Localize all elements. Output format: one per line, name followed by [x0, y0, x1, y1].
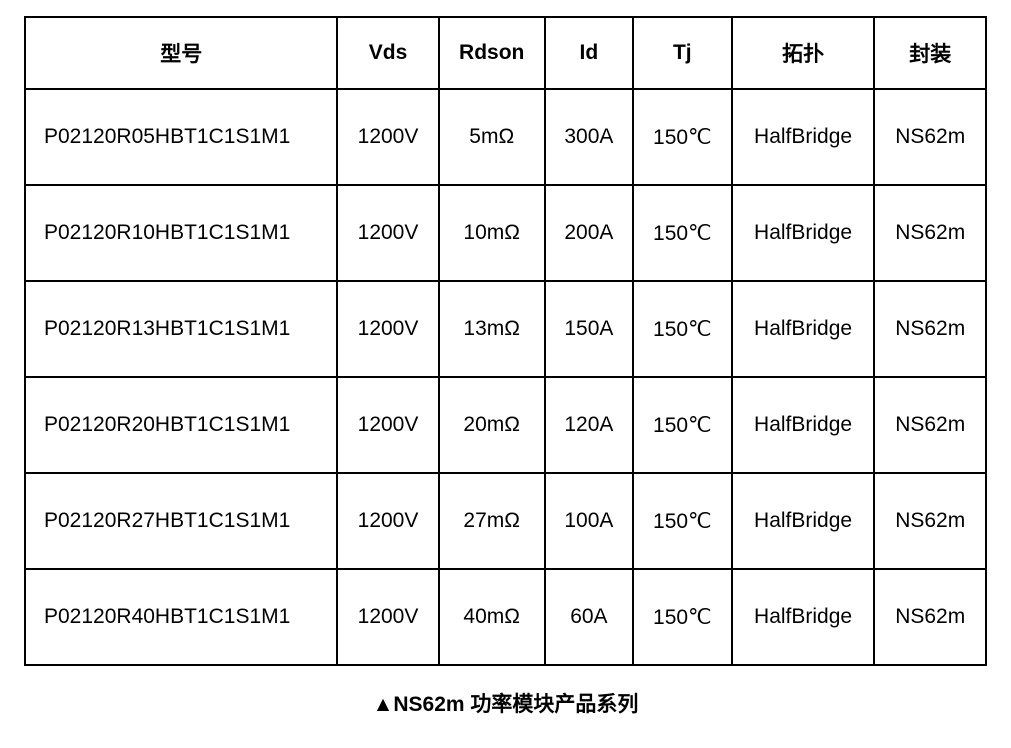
cell-package: NS62m: [874, 281, 986, 377]
cell-id: 200A: [545, 185, 633, 281]
cell-rdson: 27mΩ: [439, 473, 545, 569]
cell-topo: HalfBridge: [732, 377, 875, 473]
cell-rdson: 10mΩ: [439, 185, 545, 281]
cell-model: P02120R05HBT1C1S1M1: [25, 89, 337, 185]
cell-rdson: 13mΩ: [439, 281, 545, 377]
cell-model: P02120R13HBT1C1S1M1: [25, 281, 337, 377]
cell-package: NS62m: [874, 89, 986, 185]
cell-package: NS62m: [874, 569, 986, 665]
cell-tj: 150℃: [633, 569, 732, 665]
cell-vds: 1200V: [337, 377, 438, 473]
cell-tj: 150℃: [633, 281, 732, 377]
cell-vds: 1200V: [337, 473, 438, 569]
cell-rdson: 20mΩ: [439, 377, 545, 473]
cell-package: NS62m: [874, 185, 986, 281]
cell-vds: 1200V: [337, 185, 438, 281]
col-header-topo: 拓扑: [732, 17, 875, 89]
cell-topo: HalfBridge: [732, 89, 875, 185]
table-row: P02120R27HBT1C1S1M1 1200V 27mΩ 100A 150℃…: [25, 473, 986, 569]
cell-topo: HalfBridge: [732, 281, 875, 377]
col-header-tj: Tj: [633, 17, 732, 89]
cell-vds: 1200V: [337, 569, 438, 665]
cell-topo: HalfBridge: [732, 569, 875, 665]
cell-package: NS62m: [874, 377, 986, 473]
table-row: P02120R05HBT1C1S1M1 1200V 5mΩ 300A 150℃ …: [25, 89, 986, 185]
cell-id: 120A: [545, 377, 633, 473]
cell-tj: 150℃: [633, 377, 732, 473]
cell-vds: 1200V: [337, 281, 438, 377]
col-header-rdson: Rdson: [439, 17, 545, 89]
cell-model: P02120R20HBT1C1S1M1: [25, 377, 337, 473]
cell-tj: 150℃: [633, 473, 732, 569]
cell-topo: HalfBridge: [732, 473, 875, 569]
cell-topo: HalfBridge: [732, 185, 875, 281]
table-row: P02120R13HBT1C1S1M1 1200V 13mΩ 150A 150℃…: [25, 281, 986, 377]
cell-id: 60A: [545, 569, 633, 665]
cell-tj: 150℃: [633, 185, 732, 281]
cell-tj: 150℃: [633, 89, 732, 185]
cell-rdson: 5mΩ: [439, 89, 545, 185]
col-header-package: 封装: [874, 17, 986, 89]
col-header-id: Id: [545, 17, 633, 89]
table-row: P02120R10HBT1C1S1M1 1200V 10mΩ 200A 150℃…: [25, 185, 986, 281]
cell-id: 300A: [545, 89, 633, 185]
col-header-model: 型号: [25, 17, 337, 89]
cell-model: P02120R27HBT1C1S1M1: [25, 473, 337, 569]
cell-id: 100A: [545, 473, 633, 569]
cell-id: 150A: [545, 281, 633, 377]
col-header-vds: Vds: [337, 17, 438, 89]
cell-rdson: 40mΩ: [439, 569, 545, 665]
cell-vds: 1200V: [337, 89, 438, 185]
table-row: P02120R40HBT1C1S1M1 1200V 40mΩ 60A 150℃ …: [25, 569, 986, 665]
table-header-row: 型号 Vds Rdson Id Tj 拓扑 封装: [25, 17, 986, 89]
cell-package: NS62m: [874, 473, 986, 569]
product-table: 型号 Vds Rdson Id Tj 拓扑 封装 P02120R05HBT1C1…: [24, 16, 987, 666]
cell-model: P02120R40HBT1C1S1M1: [25, 569, 337, 665]
cell-model: P02120R10HBT1C1S1M1: [25, 185, 337, 281]
table-caption: ▲NS62m 功率模块产品系列: [24, 688, 987, 718]
table-row: P02120R20HBT1C1S1M1 1200V 20mΩ 120A 150℃…: [25, 377, 986, 473]
